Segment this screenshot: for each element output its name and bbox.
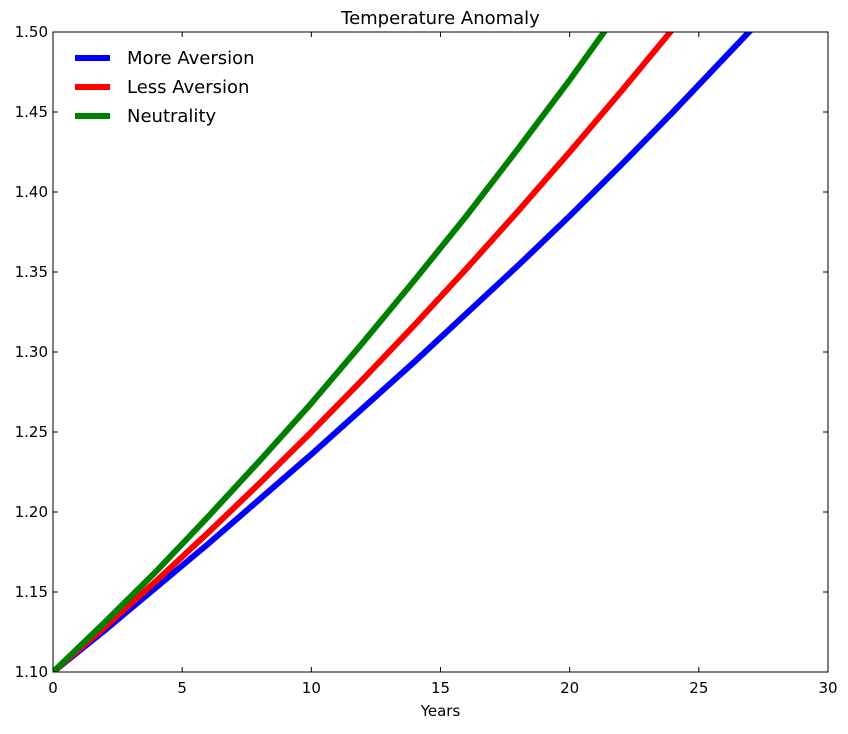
x-axis-label: Years (420, 702, 461, 720)
legend-label-neutrality: Neutrality (127, 106, 216, 127)
y-tick-label: 1.35 (15, 263, 48, 281)
y-axis: 1.10 1.15 1.20 1.25 1.30 1.35 1.40 1.45 1.50 (15, 23, 828, 681)
x-tick-label: 20 (560, 679, 579, 697)
legend-label-less-aversion: Less Aversion (127, 77, 249, 98)
x-tick-label: 25 (689, 679, 708, 697)
x-tick-label: 30 (818, 679, 837, 697)
x-axis: 0 5 10 15 20 25 30 (48, 32, 838, 697)
chart-title: Temperature Anomaly (340, 8, 540, 29)
series-line-less-aversion (53, 32, 675, 672)
series-line-neutrality (53, 32, 608, 672)
y-tick-label: 1.45 (15, 103, 48, 121)
y-tick-label: 1.10 (15, 663, 48, 681)
x-tick-label: 5 (177, 679, 187, 697)
series-layer (53, 32, 753, 672)
y-tick-label: 1.40 (15, 183, 48, 201)
x-tick-label: 0 (48, 679, 58, 697)
legend: More Aversion Less Aversion Neutrality (75, 48, 255, 127)
x-tick-label: 10 (302, 679, 321, 697)
y-tick-label: 1.50 (15, 23, 48, 41)
y-tick-label: 1.25 (15, 423, 48, 441)
y-tick-label: 1.30 (15, 343, 48, 361)
y-tick-label: 1.15 (15, 583, 48, 601)
x-tick-label: 15 (431, 679, 450, 697)
legend-label-more-aversion: More Aversion (127, 48, 255, 69)
series-line-more-aversion (53, 32, 753, 672)
y-tick-label: 1.20 (15, 503, 48, 521)
